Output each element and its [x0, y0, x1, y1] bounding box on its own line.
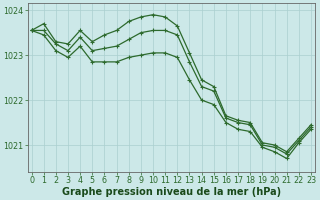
X-axis label: Graphe pression niveau de la mer (hPa): Graphe pression niveau de la mer (hPa) [62, 187, 281, 197]
